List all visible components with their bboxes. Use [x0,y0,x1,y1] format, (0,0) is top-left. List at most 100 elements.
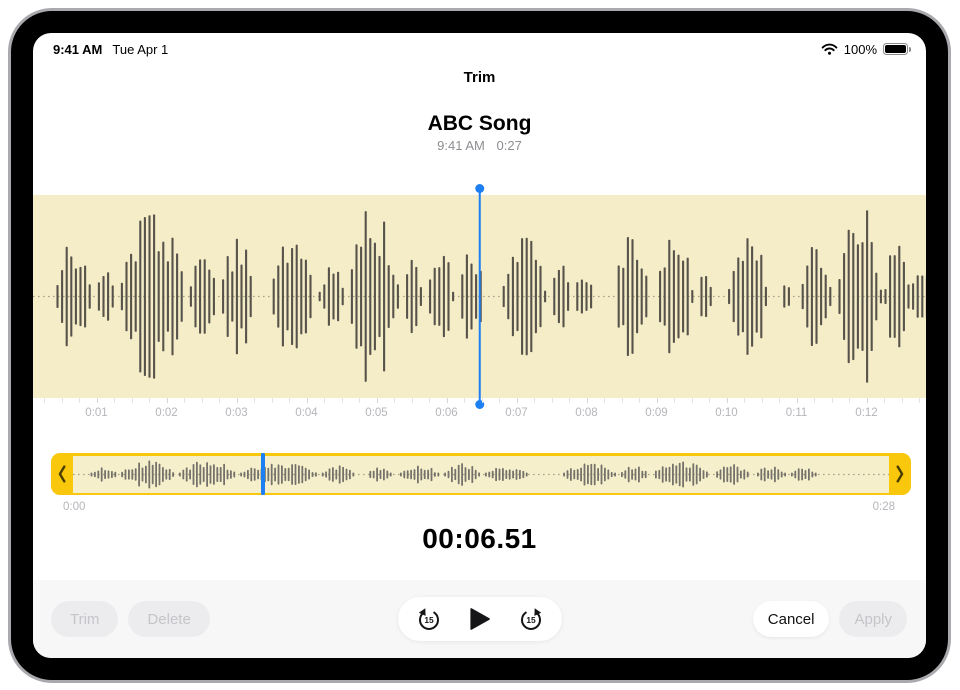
svg-text:15: 15 [526,615,536,625]
ruler-tick [184,398,185,403]
recording-name: ABC Song [427,112,532,135]
delete-button[interactable]: Delete [128,601,210,637]
ruler-tick [516,398,518,403]
ruler-tick [831,398,833,403]
ruler-label: 0:08 [575,407,598,419]
status-time: 9:41 AM [53,41,103,57]
ruler-tick [341,398,343,403]
ruler-tick [849,398,850,403]
bottom-toolbar: Trim Delete 15 [33,580,926,658]
trim-handle-right[interactable] [889,453,911,495]
ruler-label: 0:02 [155,407,178,419]
ruler-tick [481,398,483,403]
ruler-label: 0:06 [435,407,458,419]
ruler-tick [44,398,45,403]
ruler-tick [709,398,710,403]
ruler-label: 0:04 [295,407,318,419]
scrubber-track[interactable] [73,455,889,493]
recording-time: 9:41 AM [437,138,485,153]
ruler-tick [254,398,255,403]
ruler-label: 0:11 [785,407,808,419]
main-waveform-panel[interactable] [33,184,926,409]
ruler-tick [114,398,115,403]
ruler-tick [919,398,920,403]
playhead[interactable] [475,184,484,409]
status-date: Tue Apr 1 [112,41,169,57]
ruler-tick [569,398,570,403]
ruler-tick [674,398,675,403]
playhead-handle-bottom[interactable] [475,400,484,409]
chevron-right-icon [895,465,905,483]
skip-forward-15-button[interactable]: 15 [518,606,544,632]
ruler-tick [586,398,588,403]
ruler-tick [79,398,80,403]
ruler-tick [551,398,553,403]
wifi-icon [821,43,838,55]
svg-text:15: 15 [424,615,434,625]
recording-duration: 0:27 [496,138,522,153]
ruler-label: 0:07 [505,407,528,419]
ruler-tick [604,398,605,403]
time-ruler: 0:01 0:02 0:03 0:04 0:05 0:06 0:07 0:08 0:09 0:10… [33,398,926,432]
ruler-label: 0:05 [365,407,388,419]
apply-button[interactable]: Apply [839,601,907,637]
ruler-tick [219,398,220,403]
ruler-tick [289,398,290,403]
skip-back-15-icon: 15 [416,606,442,632]
ruler-label: 0:03 [225,407,248,419]
skip-back-15-button[interactable]: 15 [416,606,442,632]
ruler-tick [411,398,413,403]
ruler-tick [866,398,868,403]
ruler-tick [779,398,780,403]
ruler-tick [691,398,693,403]
scrubber-position-indicator[interactable] [260,453,265,495]
ruler-label: 0:12 [855,407,878,419]
ruler-tick [464,398,465,403]
main-waveform [33,210,926,383]
scrubber-waveform [73,460,889,488]
ruler-tick [814,398,815,403]
ipad-frame: 9:41 AM Tue Apr 1 100% Trim ABC Song [8,8,951,683]
ruler-label: 0:09 [645,407,668,419]
ruler-tick [744,398,745,403]
ruler-tick [639,398,640,403]
ruler-tick [656,398,658,403]
ruler-tick [429,398,430,403]
scrubber-end-label: 0:28 [872,501,895,513]
ruler-tick [324,398,325,403]
play-icon [469,606,491,632]
skip-forward-15-icon: 15 [518,606,544,632]
ruler-tick [61,398,63,403]
recording-subtitle: 9:41 AM 0:27 [33,138,926,153]
scrubber-start-label: 0:00 [63,501,86,513]
ruler-tick [621,398,623,403]
battery-percent: 100% [843,41,877,57]
chevron-left-icon [57,465,67,483]
ruler-label: 0:01 [85,407,108,419]
playhead-handle-top[interactable] [475,184,484,193]
ruler-tick [446,398,448,403]
ruler-tick [761,398,763,403]
trim-handle-left[interactable] [51,453,73,495]
current-time-display: 00:06.51 [422,523,537,554]
ruler-tick [726,398,728,403]
transport-controls: 15 [397,597,562,641]
ruler-tick [166,398,168,403]
ruler-tick [394,398,395,403]
play-button[interactable] [469,606,491,632]
ruler-tick [359,398,360,403]
ruler-tick [96,398,98,403]
cancel-button[interactable]: Cancel [752,601,830,637]
ruler-tick [306,398,308,403]
ruler-tick [149,398,150,403]
ruler-tick [884,398,885,403]
trim-scrubber[interactable] [51,453,911,495]
ruler-tick [901,398,903,403]
ruler-tick [236,398,238,403]
ruler-label: 0:10 [715,407,738,419]
ruler-tick [201,398,203,403]
trim-button[interactable]: Trim [51,601,119,637]
ruler-tick [499,398,500,403]
voice-memos-trim-screen: 9:41 AM Tue Apr 1 100% Trim ABC Song [33,33,926,658]
ruler-tick [796,398,798,403]
